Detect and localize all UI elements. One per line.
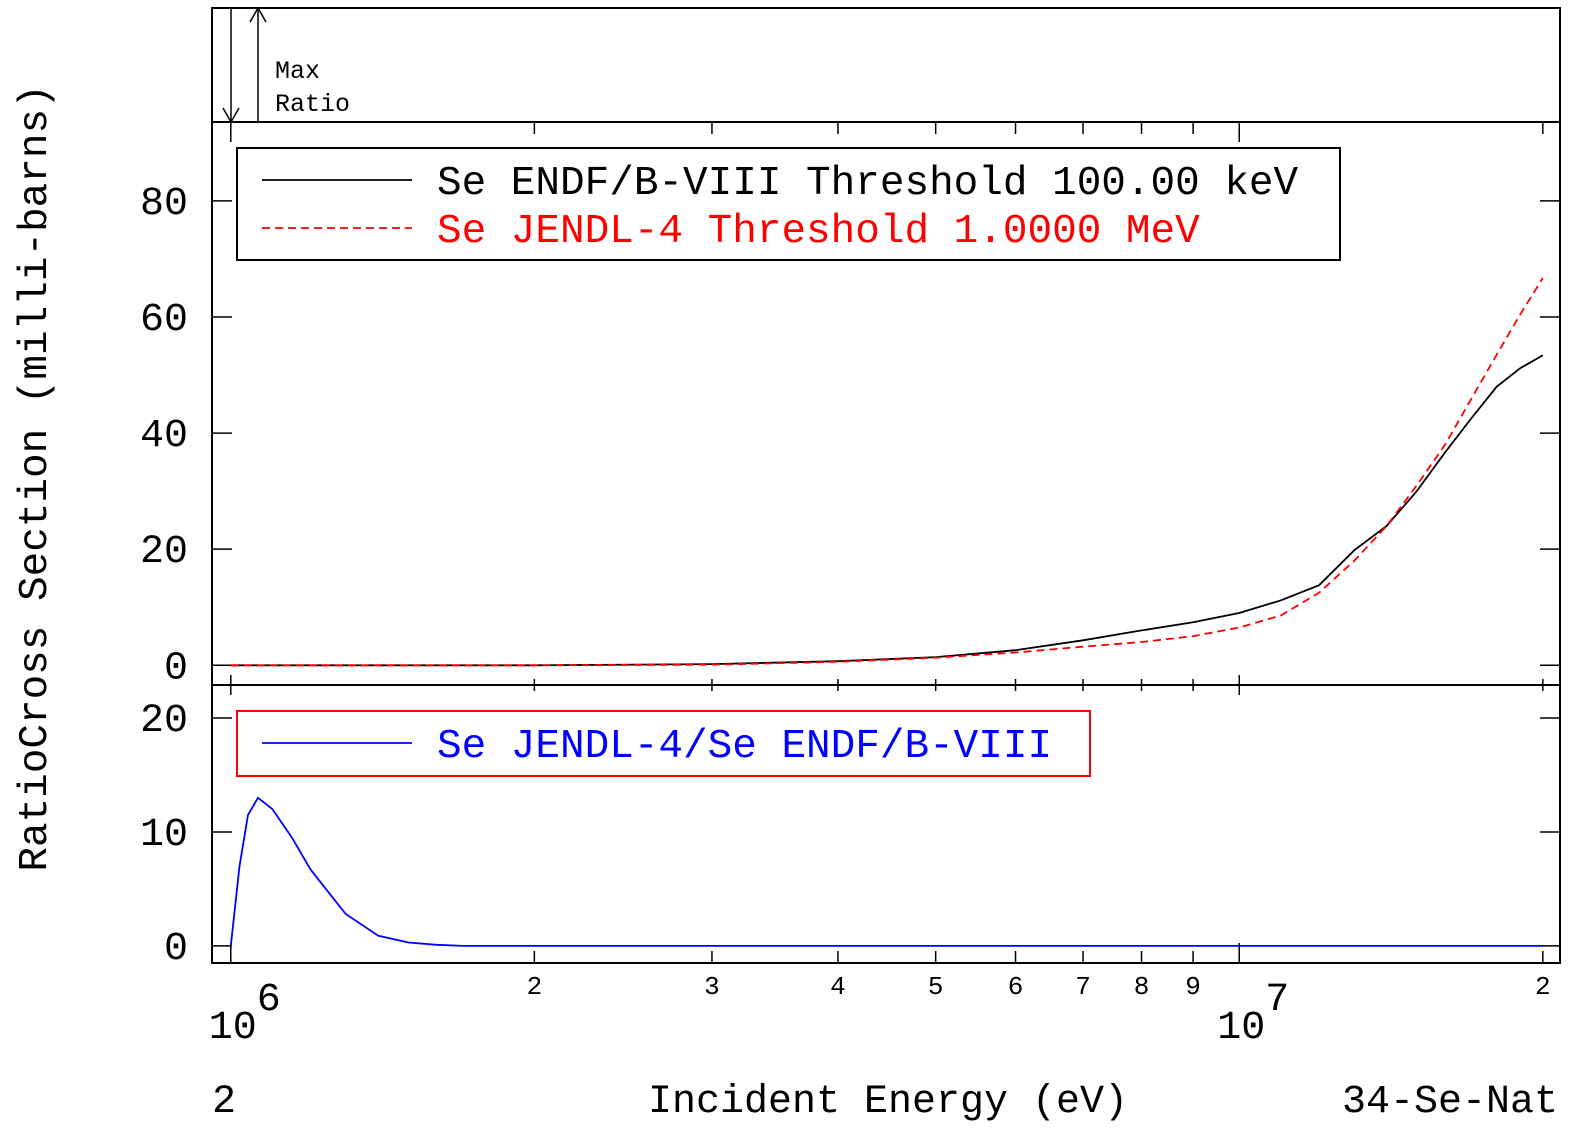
arrow-head [249, 6, 267, 23]
y-tick-label: 0 [164, 927, 188, 972]
x-tick-label: 7 [1075, 972, 1091, 1002]
x-tick-label: 2 [1535, 972, 1551, 1002]
legend-label: Se JENDL-4/Se ENDF/B-VIII [437, 724, 1052, 770]
x-axis-label: Incident Energy (eV) [648, 1080, 1128, 1125]
legend-label: Se JENDL-4 Threshold 1.0000 MeV [437, 209, 1200, 255]
series-line [230, 277, 1544, 667]
x-tick-label: 9 [1185, 972, 1201, 1002]
legend-box [236, 710, 1091, 777]
x-tick-label: 8 [1134, 972, 1150, 1002]
series-line [229, 796, 1543, 947]
legend-box [236, 147, 1341, 261]
annotation: 2 [212, 1080, 236, 1125]
annotation: Max [275, 57, 320, 86]
series-line [230, 354, 1544, 667]
x-tick-label: 5 [928, 972, 944, 1002]
max-ratio-box [211, 7, 1561, 123]
y-tick-label: 60 [140, 298, 188, 343]
annotation: Ratio [275, 90, 350, 119]
x-tick-label: 6 [1008, 972, 1024, 1002]
legend-label: Se ENDF/B-VIII Threshold 100.00 keV [437, 161, 1299, 207]
x-tick-label: 10 [209, 1006, 257, 1051]
ratio-frame [211, 684, 1561, 964]
y-tick-label: 0 [164, 646, 188, 691]
x-tick-exponent: 6 [257, 978, 281, 1023]
x-tick-exponent: 7 [1265, 978, 1289, 1023]
y-tick-label: 80 [140, 182, 188, 227]
y-axis-label: RatioCross Section (milli-barns) [13, 84, 59, 871]
x-tick-label: 10 [1217, 1006, 1265, 1051]
x-tick-label: 2 [527, 972, 543, 1002]
y-tick-label: 40 [140, 414, 188, 459]
y-tick-label: 20 [140, 699, 188, 744]
y-tick-label: 20 [140, 530, 188, 575]
annotation: 34-Se-Nat [1342, 1080, 1558, 1125]
y-tick-label: 10 [140, 813, 188, 858]
x-tick-label: 3 [704, 972, 720, 1002]
x-tick-label: 4 [830, 972, 846, 1002]
